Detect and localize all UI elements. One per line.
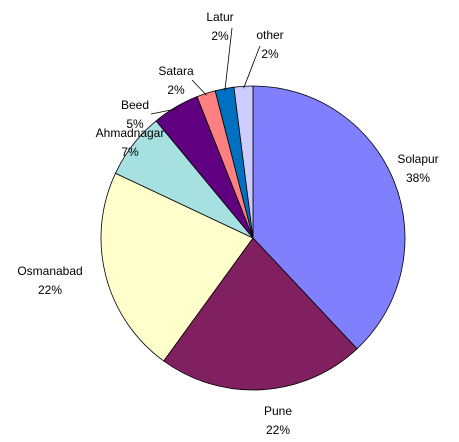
slice-label: Latur bbox=[206, 10, 233, 24]
slice-label: Satara bbox=[158, 64, 194, 78]
slice-value: 38% bbox=[406, 171, 430, 185]
slice-value: 2% bbox=[261, 47, 279, 61]
slice-value: 2% bbox=[211, 29, 229, 43]
slice-label: Ahmadnagar bbox=[96, 126, 165, 140]
slice-value: 22% bbox=[266, 423, 290, 437]
slice-label: other bbox=[256, 28, 283, 42]
slice-label: Pune bbox=[264, 404, 292, 418]
leader-line bbox=[150, 108, 177, 115]
leader-line bbox=[191, 79, 207, 96]
slice-label: Solapur bbox=[397, 152, 438, 166]
slice-label: Beed bbox=[121, 98, 149, 112]
leader-line bbox=[224, 27, 233, 91]
slice-value: 2% bbox=[167, 83, 185, 97]
pie-slice bbox=[163, 237, 358, 391]
slice-value: 5% bbox=[126, 117, 144, 131]
pie-slice bbox=[233, 85, 254, 239]
slice-label: Osmanabad bbox=[17, 264, 82, 278]
slice-value: 22% bbox=[38, 283, 62, 297]
pie-slice bbox=[252, 85, 406, 350]
leader-line bbox=[243, 45, 261, 89]
slice-value: 7% bbox=[121, 145, 139, 159]
